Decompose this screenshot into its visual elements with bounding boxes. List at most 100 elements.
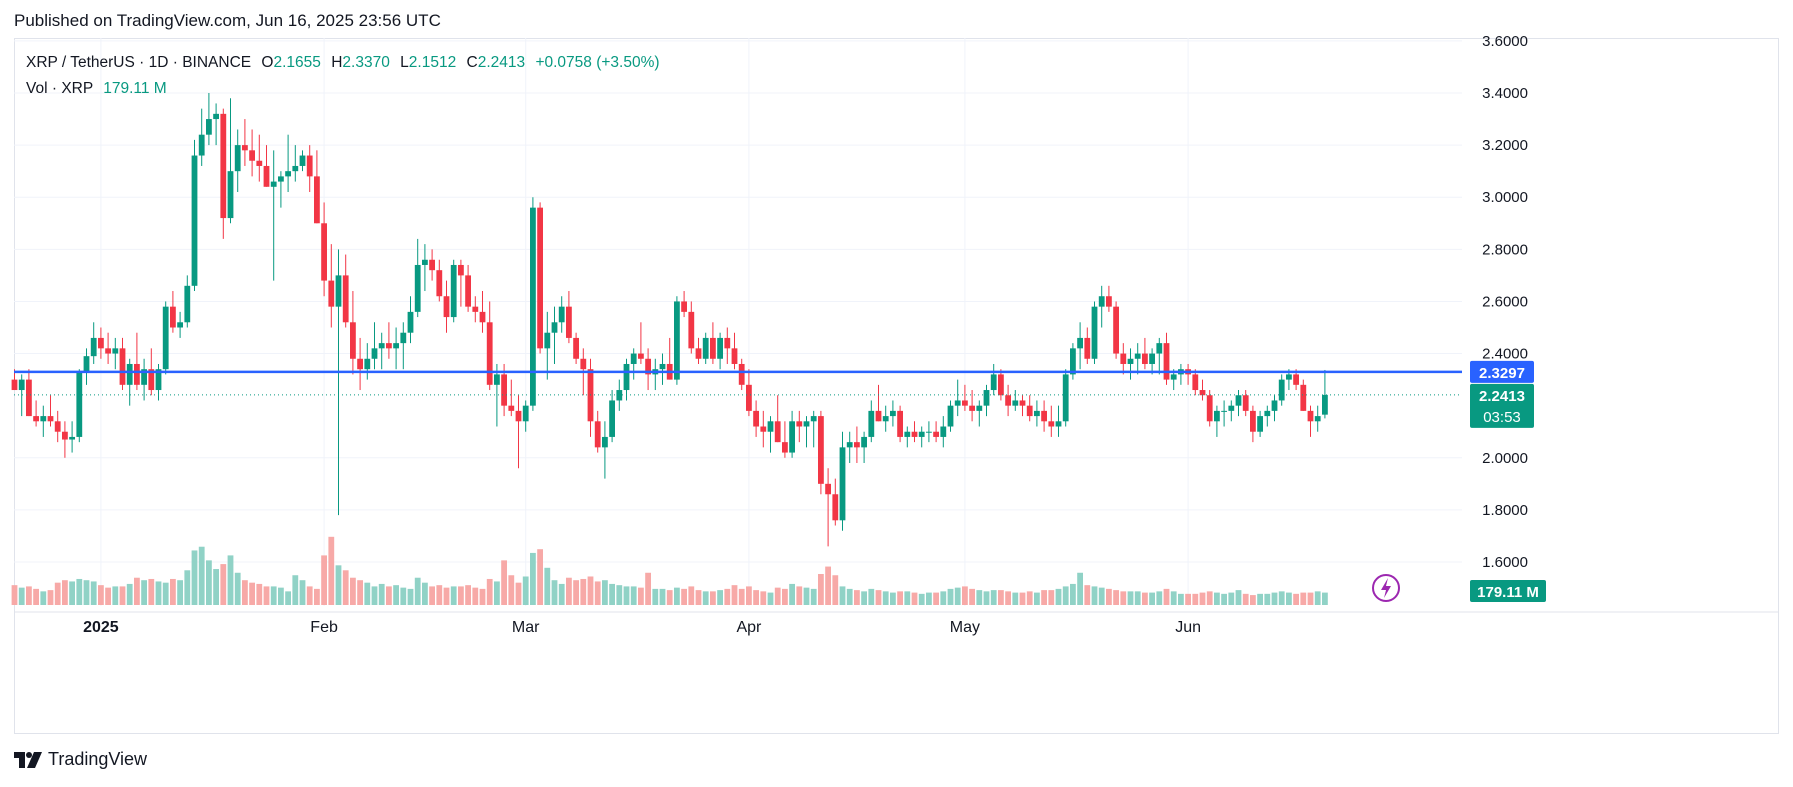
volume-bar (263, 586, 270, 605)
tradingview-logo[interactable]: TradingView (14, 749, 147, 770)
candle-body (602, 436, 608, 448)
volume-bar (134, 577, 140, 605)
candle-body (1127, 358, 1134, 364)
y-tick-label: 1.8000 (1482, 502, 1528, 519)
volume-bar (760, 591, 767, 605)
candle-body (594, 421, 601, 448)
volume-bar (746, 586, 752, 605)
volume-bar (54, 582, 61, 605)
candle-body (724, 337, 731, 349)
volume-bar (1250, 595, 1256, 605)
candle-body (1098, 296, 1105, 307)
volume-bar (256, 583, 263, 605)
volume-bar (1300, 592, 1307, 605)
candle-body (1012, 400, 1019, 406)
volume-bar (299, 580, 306, 605)
volume-bar (710, 591, 716, 605)
volume-bar (1113, 590, 1119, 605)
volume-bar (1041, 590, 1047, 605)
volume-bar (789, 583, 795, 605)
volume-bar (465, 585, 471, 605)
volume-bar (443, 587, 450, 605)
candle-body (335, 275, 342, 307)
candle-body (630, 353, 637, 364)
volume-bar (580, 578, 587, 605)
candle-body (926, 431, 932, 433)
volume-bar (177, 580, 183, 605)
volume-bar (206, 560, 212, 605)
volume-bar (371, 586, 378, 605)
legend-open-label: O (261, 54, 274, 71)
volume-bar (904, 591, 911, 605)
volume-bar (969, 588, 975, 605)
candle-body (1192, 374, 1199, 391)
candle-body (890, 410, 896, 417)
volume-bar (335, 565, 342, 605)
candle-body (220, 113, 227, 219)
volume-bar (494, 581, 500, 605)
candle-body (1314, 416, 1321, 422)
candle-body (177, 322, 183, 328)
candle-body (1271, 400, 1278, 411)
volume-bar (1120, 591, 1127, 605)
candle-body (1264, 410, 1271, 417)
y-tick-label: 2.4000 (1482, 346, 1528, 363)
y-tick-label: 1.6000 (1482, 554, 1528, 571)
candle-body (810, 416, 817, 422)
volume-bar (882, 591, 889, 605)
legend-volume-value: 179.11 M (103, 80, 167, 97)
horizontal-line-price-label: 2.3297 (1479, 365, 1525, 382)
volume-bar (926, 592, 932, 605)
candle-body (573, 337, 579, 359)
volume-bar (1163, 588, 1170, 605)
candle-body (1156, 343, 1163, 354)
volume-bar (962, 586, 968, 605)
candle-body (436, 270, 443, 297)
tradingview-logo-icon (14, 751, 42, 768)
candle-body (803, 421, 810, 427)
candle-body (234, 145, 241, 172)
horizontal-line-price-tag (1470, 360, 1534, 383)
candle-body (746, 384, 752, 411)
lightning-icon-bolt (1381, 578, 1391, 598)
volume-bar (1307, 592, 1314, 605)
legend-symbol[interactable]: XRP / TetherUS · 1D · BINANCE (26, 54, 252, 71)
volume-bar (242, 580, 248, 605)
volume-bar (623, 586, 630, 605)
candle-body (1070, 348, 1076, 375)
candle-body (162, 306, 169, 370)
volume-bar (1127, 591, 1134, 605)
x-tick-label: May (950, 619, 980, 636)
candle-body (278, 176, 284, 182)
candle-body (738, 363, 745, 385)
candle-body (155, 369, 162, 391)
candle-body (1149, 353, 1155, 364)
candle-body (90, 337, 97, 357)
volume-bar (386, 586, 392, 605)
volume-bar (537, 549, 543, 605)
volume-bar (652, 588, 659, 605)
candle-body (364, 358, 371, 370)
volume-bar (1142, 592, 1148, 605)
volume-tag (1470, 580, 1546, 602)
last-price-label: 2.2413 (1479, 388, 1525, 405)
x-tick-label: Jun (1175, 619, 1201, 636)
candle-body (558, 306, 565, 323)
volume-bar (1012, 592, 1019, 605)
candle-body (62, 431, 68, 440)
x-tick-label: Feb (310, 619, 338, 636)
candle-body (846, 442, 853, 448)
candle-body (688, 311, 695, 349)
volume-bar (234, 572, 241, 605)
candle-body (501, 374, 507, 406)
volume-bar (429, 586, 435, 605)
candle-body (537, 207, 543, 349)
y-tick-label: 2.8000 (1482, 241, 1528, 258)
candle-body (1257, 416, 1263, 432)
candle-body (954, 400, 961, 406)
candle-body (249, 150, 255, 161)
candle-body (450, 264, 457, 318)
volume-bar (940, 591, 947, 605)
legend-volume-label[interactable]: Vol · XRP (26, 80, 93, 97)
